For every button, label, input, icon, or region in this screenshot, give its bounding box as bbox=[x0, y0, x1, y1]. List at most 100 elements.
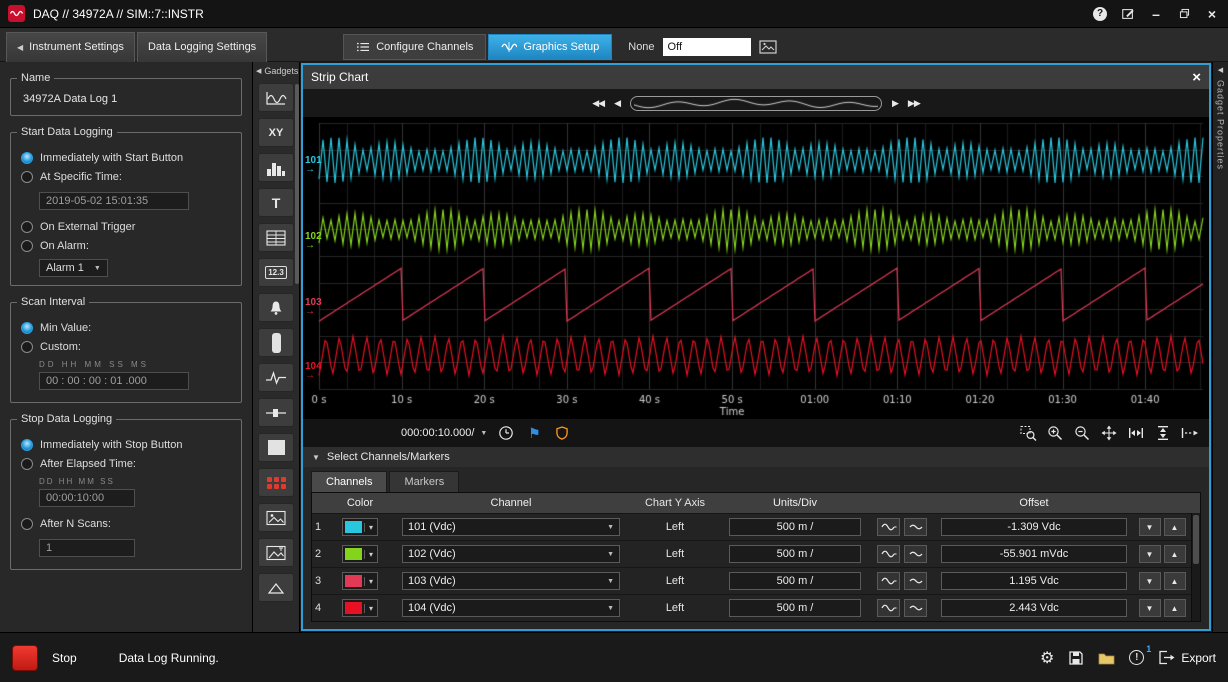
channel-marker-103[interactable]: 103 → bbox=[305, 298, 322, 317]
offset-up-button[interactable]: ▲ bbox=[1164, 572, 1186, 590]
tab-instrument-settings[interactable]: ◀ Instrument Settings bbox=[6, 32, 135, 62]
restore-button[interactable] bbox=[1176, 6, 1192, 22]
feedback-note-icon[interactable] bbox=[1120, 6, 1136, 22]
gadget-properties-panel[interactable]: ◀ Gadget Properties bbox=[1212, 62, 1228, 632]
offset-up-button[interactable]: ▲ bbox=[1164, 545, 1186, 563]
log-name-field[interactable]: 34972A Data Log 1 bbox=[19, 91, 233, 107]
color-picker[interactable]: ▾ bbox=[342, 545, 378, 563]
offset-field[interactable]: -1.309 Vdc bbox=[941, 518, 1127, 536]
smoothing-button[interactable] bbox=[904, 518, 927, 536]
gadget-image-button[interactable] bbox=[258, 503, 294, 532]
start-time-field[interactable]: 2019-05-02 15:01:35 bbox=[39, 192, 189, 210]
gadget-more-button[interactable] bbox=[258, 573, 294, 602]
export-button[interactable]: Export bbox=[1158, 650, 1216, 665]
notifications-icon[interactable]: ! 1 bbox=[1129, 650, 1144, 665]
rewind-button[interactable]: ◀◀ bbox=[592, 98, 604, 109]
step-forward-button[interactable]: ▶ bbox=[892, 98, 898, 109]
autoscale-button[interactable] bbox=[877, 599, 900, 617]
select-channels-header[interactable]: ▼ Select Channels/Markers bbox=[303, 447, 1209, 467]
offset-down-button[interactable]: ▼ bbox=[1139, 545, 1161, 563]
fast-forward-button[interactable]: ▶▶ bbox=[908, 98, 920, 109]
help-icon[interactable]: ? bbox=[1092, 6, 1108, 22]
offset-field[interactable]: 1.195 Vdc bbox=[941, 572, 1127, 590]
color-picker[interactable]: ▾ bbox=[342, 572, 378, 590]
color-picker[interactable]: ▾ bbox=[342, 518, 378, 536]
channel-marker-104[interactable]: 104 → bbox=[305, 362, 322, 381]
units-per-div-field[interactable]: 500 m / bbox=[729, 572, 861, 590]
gadget-slider-button[interactable] bbox=[258, 398, 294, 427]
autoscale-button[interactable] bbox=[877, 518, 900, 536]
timebase-dropdown[interactable]: 000:00:10.000/ ▼ bbox=[401, 427, 487, 439]
tab-graphics-setup[interactable]: Graphics Setup bbox=[488, 34, 612, 60]
settings-gear-icon[interactable]: ⚙ bbox=[1040, 648, 1054, 668]
tab-channels[interactable]: Channels bbox=[311, 471, 387, 492]
tab-configure-channels[interactable]: Configure Channels bbox=[343, 34, 486, 60]
time-mode-icon[interactable] bbox=[497, 424, 515, 442]
radio-selected-icon[interactable] bbox=[21, 322, 33, 334]
gadgets-scrollbar[interactable] bbox=[295, 84, 299, 284]
offset-up-button[interactable]: ▲ bbox=[1164, 599, 1186, 617]
radio-icon[interactable] bbox=[21, 171, 33, 183]
stop-button[interactable] bbox=[12, 645, 38, 671]
open-folder-icon[interactable] bbox=[1098, 651, 1115, 665]
option-stop-elapsed[interactable]: After Elapsed Time: bbox=[21, 458, 231, 470]
radio-selected-icon[interactable] bbox=[21, 439, 33, 451]
radio-icon[interactable] bbox=[21, 240, 33, 252]
minimize-button[interactable]: – bbox=[1148, 6, 1164, 22]
channel-dropdown[interactable]: 104 (Vdc)▼ bbox=[402, 599, 620, 617]
gadget-strip-chart-button[interactable] bbox=[258, 83, 294, 112]
gadget-scope-button[interactable] bbox=[258, 363, 294, 392]
units-per-div-field[interactable]: 500 m / bbox=[729, 545, 861, 563]
n-scans-field[interactable]: 1 bbox=[39, 539, 135, 557]
channel-dropdown[interactable]: 102 (Vdc)▼ bbox=[402, 545, 620, 563]
cursor-tracking-icon[interactable] bbox=[1181, 424, 1199, 442]
option-scan-custom[interactable]: Custom: bbox=[21, 341, 231, 353]
gadget-text-button[interactable]: T bbox=[258, 188, 294, 217]
table-scrollbar[interactable] bbox=[1191, 513, 1200, 621]
smoothing-button[interactable] bbox=[904, 599, 927, 617]
zoom-box-icon[interactable] bbox=[1019, 424, 1037, 442]
gadget-digital-display-button[interactable]: 12.3 bbox=[258, 258, 294, 287]
autoscale-button[interactable] bbox=[877, 545, 900, 563]
fit-horizontal-icon[interactable] bbox=[1127, 424, 1145, 442]
units-per-div-field[interactable]: 500 m / bbox=[729, 599, 861, 617]
elapsed-time-field[interactable]: 00:00:10:00 bbox=[39, 489, 135, 507]
zoom-in-icon[interactable] bbox=[1046, 424, 1064, 442]
channel-marker-102[interactable]: 102 → bbox=[305, 232, 322, 251]
close-gadget-icon[interactable]: × bbox=[1192, 69, 1201, 86]
overlay-image-select[interactable]: Off bbox=[663, 38, 751, 56]
navigator-scrollbar[interactable] bbox=[630, 96, 882, 111]
tab-data-logging-settings[interactable]: Data Logging Settings bbox=[137, 32, 267, 62]
gadget-led-indicator-button[interactable] bbox=[258, 468, 294, 497]
autoscale-button[interactable] bbox=[877, 572, 900, 590]
step-back-button[interactable]: ◀ bbox=[614, 98, 620, 109]
radio-icon[interactable] bbox=[21, 221, 33, 233]
radio-icon[interactable] bbox=[21, 458, 33, 470]
overlay-image-icon[interactable] bbox=[759, 40, 777, 54]
tab-markers[interactable]: Markers bbox=[389, 471, 459, 492]
fit-vertical-icon[interactable] bbox=[1154, 424, 1172, 442]
flag-marker-icon[interactable]: ⚑ bbox=[525, 424, 543, 442]
channel-dropdown[interactable]: 103 (Vdc)▼ bbox=[402, 572, 620, 590]
offset-field[interactable]: -55.901 mVdc bbox=[941, 545, 1127, 563]
gadget-histogram-button[interactable] bbox=[258, 153, 294, 182]
offset-down-button[interactable]: ▼ bbox=[1139, 599, 1161, 617]
radio-icon[interactable] bbox=[21, 518, 33, 530]
strip-chart-plot[interactable]: 101 → 102 → 103 → 104 → bbox=[303, 117, 1209, 419]
gadget-panel-button[interactable] bbox=[258, 433, 294, 462]
scan-interval-field[interactable]: 00 : 00 : 00 : 01 .000 bbox=[39, 372, 189, 390]
alarm-select[interactable]: Alarm 1 ▼ bbox=[39, 259, 108, 277]
gadget-bar-meter-button[interactable] bbox=[258, 328, 294, 357]
radio-icon[interactable] bbox=[21, 341, 33, 353]
zoom-out-icon[interactable] bbox=[1073, 424, 1091, 442]
channel-dropdown[interactable]: 101 (Vdc)▼ bbox=[402, 518, 620, 536]
channel-marker-101[interactable]: 101 → bbox=[305, 156, 322, 175]
smoothing-button[interactable] bbox=[904, 545, 927, 563]
offset-up-button[interactable]: ▲ bbox=[1164, 518, 1186, 536]
option-start-on-alarm[interactable]: On Alarm: bbox=[21, 240, 231, 252]
option-start-at-time[interactable]: At Specific Time: bbox=[21, 171, 231, 183]
smoothing-button[interactable] bbox=[904, 572, 927, 590]
radio-selected-icon[interactable] bbox=[21, 152, 33, 164]
color-picker[interactable]: ▾ bbox=[342, 599, 378, 617]
strip-chart-gadget[interactable]: Strip Chart × ◀◀ ◀ ▶ ▶▶ 101 → bbox=[301, 63, 1211, 631]
